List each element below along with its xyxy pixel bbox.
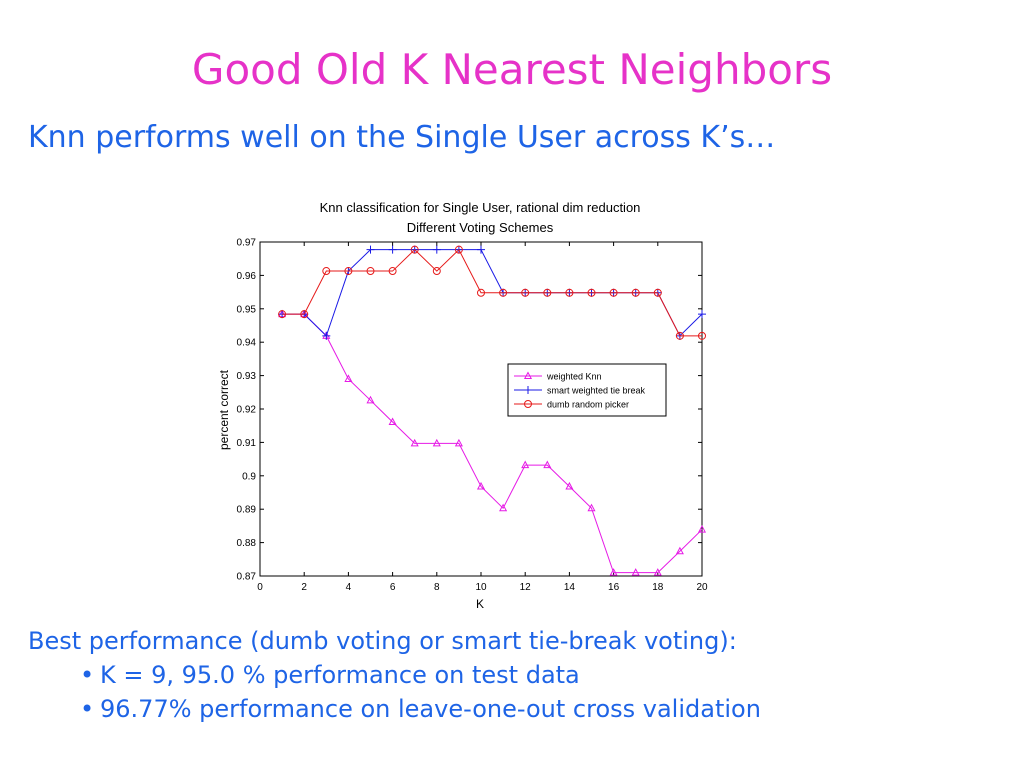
x-tick-label: 0 xyxy=(257,582,263,593)
y-tick-label: 0.95 xyxy=(237,304,257,315)
data-point xyxy=(565,288,574,297)
data-point xyxy=(609,568,618,576)
data-point xyxy=(410,245,419,254)
data-point xyxy=(366,395,375,404)
data-point xyxy=(322,331,331,340)
chart-axes: 0 2 4 6 8 10 12 14 16 18 20 0.87 0.88 0.89 0.9 0.91 0.92… xyxy=(237,238,708,594)
data-point xyxy=(388,245,397,254)
data-point xyxy=(499,288,508,297)
data-point xyxy=(454,245,463,254)
performance-section: Best performance (dumb voting or smart t… xyxy=(28,624,761,726)
y-tick-label: 0.89 xyxy=(237,505,257,516)
data-point xyxy=(410,438,419,447)
data-point xyxy=(388,267,397,276)
data-point xyxy=(278,310,287,319)
data-point xyxy=(521,288,530,297)
x-tick-label: 4 xyxy=(346,582,352,593)
data-point xyxy=(675,331,684,340)
data-point xyxy=(698,331,706,340)
chart-legend: weighted Knn smart weighted tie break dumb… xyxy=(507,363,667,417)
y-tick-label: 0.93 xyxy=(237,371,257,382)
data-point xyxy=(454,438,463,447)
data-point xyxy=(432,438,441,447)
chart-series-group xyxy=(278,245,707,576)
legend-label: dumb random picker xyxy=(547,400,629,410)
data-point xyxy=(587,503,596,512)
x-tick-label: 16 xyxy=(608,582,620,593)
bullet-item: • K = 9, 95.0 % performance on test data xyxy=(28,658,761,692)
data-point xyxy=(388,417,397,426)
series-line xyxy=(282,313,703,574)
legend-marker xyxy=(523,371,533,379)
bullet-marker: • xyxy=(80,661,95,689)
y-tick-label: 0.97 xyxy=(237,238,257,249)
y-tick-label: 0.92 xyxy=(237,405,257,416)
data-point xyxy=(477,245,485,254)
data-point xyxy=(587,288,596,297)
y-tick-label: 0.91 xyxy=(237,438,257,449)
data-point xyxy=(698,310,706,319)
legend-label: smart weighted tie break xyxy=(547,386,646,396)
data-point xyxy=(300,310,309,319)
data-point xyxy=(697,525,707,533)
data-point xyxy=(543,288,552,297)
x-axis-label: K xyxy=(476,597,484,611)
data-point xyxy=(653,568,662,576)
x-tick-label: 14 xyxy=(564,582,576,593)
data-point xyxy=(366,267,375,276)
data-point xyxy=(322,267,331,276)
x-tick-label: 18 xyxy=(652,582,664,593)
x-tick-label: 20 xyxy=(696,582,708,593)
chart-title: Knn classification for Single User, rati… xyxy=(320,200,641,215)
data-point xyxy=(344,374,353,382)
bullet-marker: • xyxy=(80,695,95,723)
x-tick-label: 6 xyxy=(390,582,396,593)
legend-box xyxy=(507,363,667,417)
x-tick-label: 12 xyxy=(520,582,532,593)
data-point xyxy=(476,481,486,490)
bullet-text: K = 9, 95.0 % performance on test data xyxy=(100,661,580,689)
knn-accuracy-chart: Knn classification for Single User, rati… xyxy=(217,200,708,611)
y-tick-label: 0.9 xyxy=(242,471,256,482)
data-point xyxy=(653,288,662,297)
data-point xyxy=(609,288,618,297)
data-point xyxy=(521,460,530,469)
x-tick-label: 10 xyxy=(475,582,487,593)
data-point xyxy=(366,245,375,254)
y-tick-label: 0.96 xyxy=(237,271,257,282)
slide-subtitle: Knn performs well on the Single User acr… xyxy=(28,120,776,155)
data-point xyxy=(675,546,684,555)
data-point xyxy=(344,267,353,276)
data-point xyxy=(543,460,552,469)
x-tick-label: 8 xyxy=(434,582,440,593)
bullet-text: 96.77% performance on leave-one-out cros… xyxy=(100,695,761,723)
series-3 xyxy=(278,245,706,340)
data-point xyxy=(477,288,485,297)
y-tick-label: 0.94 xyxy=(237,338,257,349)
legend-marker xyxy=(524,400,532,408)
data-point xyxy=(631,288,640,297)
slide-title: Good Old K Nearest Neighbors xyxy=(191,45,833,94)
data-point xyxy=(565,481,574,490)
legend-label: weighted Knn xyxy=(546,372,602,382)
performance-heading: Best performance (dumb voting or smart t… xyxy=(28,627,737,655)
y-axis-label: percent correct xyxy=(217,369,231,450)
series-1 xyxy=(278,309,707,576)
bullet-item: • 96.77% performance on leave-one-out cro… xyxy=(28,692,761,726)
y-tick-label: 0.87 xyxy=(237,572,257,583)
x-tick-label: 2 xyxy=(301,582,307,593)
y-tick-label: 0.88 xyxy=(237,538,257,549)
data-point xyxy=(432,245,441,254)
data-point xyxy=(499,503,508,512)
chart-subtitle: Different Voting Schemes xyxy=(407,220,554,235)
data-point xyxy=(432,267,441,276)
data-point xyxy=(631,568,640,576)
legend-marker xyxy=(524,386,532,394)
